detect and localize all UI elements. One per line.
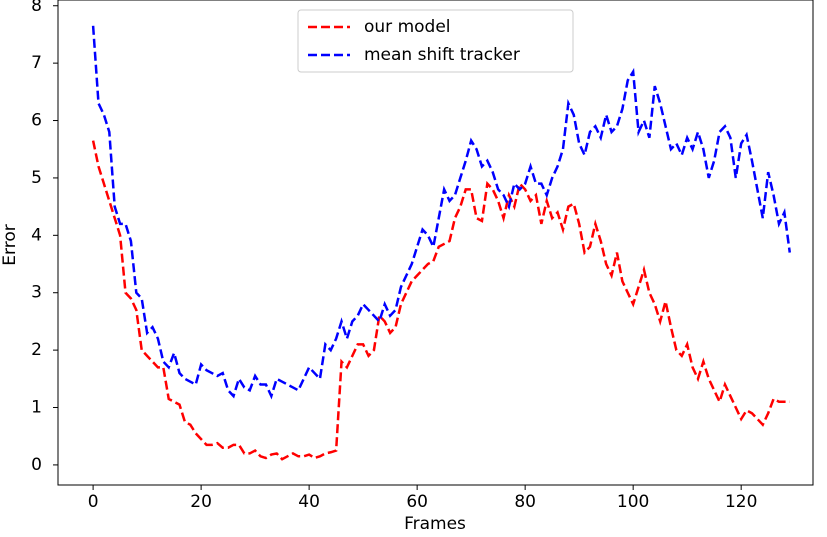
y-axis-label: Error [0, 224, 20, 265]
y-tick-label: 8 [31, 0, 42, 16]
y-tick-label: 4 [31, 225, 42, 245]
x-tick-label: 20 [190, 492, 212, 512]
y-tick-label: 6 [31, 111, 42, 131]
series-line [91, 25, 792, 400]
x-tick-label: 40 [298, 492, 320, 512]
series-line [91, 140, 790, 461]
plot-frame [57, 0, 814, 486]
x-tick-label: 100 [617, 492, 649, 512]
x-tick-label: 60 [406, 492, 428, 512]
y-tick-label: 3 [31, 283, 42, 303]
x-tick-label: 120 [725, 492, 757, 512]
legend-box [297, 9, 574, 73]
x-axis-label: Frames [404, 514, 466, 533]
y-tick-label: 0 [31, 455, 42, 475]
x-tick-label: 80 [514, 492, 536, 512]
y-tick-label: 7 [31, 53, 42, 73]
y-tick-label: 5 [31, 168, 42, 188]
x-tick-label: 0 [88, 492, 99, 512]
y-tick-label: 2 [31, 340, 42, 360]
legend-label: mean shift tracker [364, 45, 520, 65]
y-tick-label: 1 [31, 398, 42, 418]
legend-label: our model [364, 17, 451, 37]
